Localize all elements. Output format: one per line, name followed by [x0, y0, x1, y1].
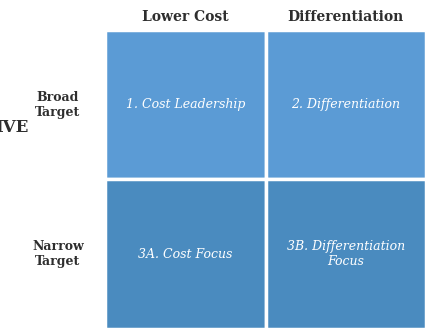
- Text: Differentiation: Differentiation: [288, 10, 404, 24]
- Bar: [105, 179, 265, 329]
- Text: 3B. Differentiation
Focus: 3B. Differentiation Focus: [287, 240, 405, 268]
- Text: 3A. Cost Focus: 3A. Cost Focus: [138, 248, 233, 261]
- Text: IVE: IVE: [0, 119, 29, 136]
- Bar: [265, 30, 426, 179]
- Text: 2. Differentiation: 2. Differentiation: [291, 98, 400, 111]
- Text: 1. Cost Leadership: 1. Cost Leadership: [126, 98, 245, 111]
- Bar: [265, 179, 426, 329]
- Text: Broad
Target: Broad Target: [35, 91, 81, 119]
- Text: Lower Cost: Lower Cost: [142, 10, 229, 24]
- Bar: [105, 30, 265, 179]
- Text: Narrow
Target: Narrow Target: [32, 240, 84, 268]
